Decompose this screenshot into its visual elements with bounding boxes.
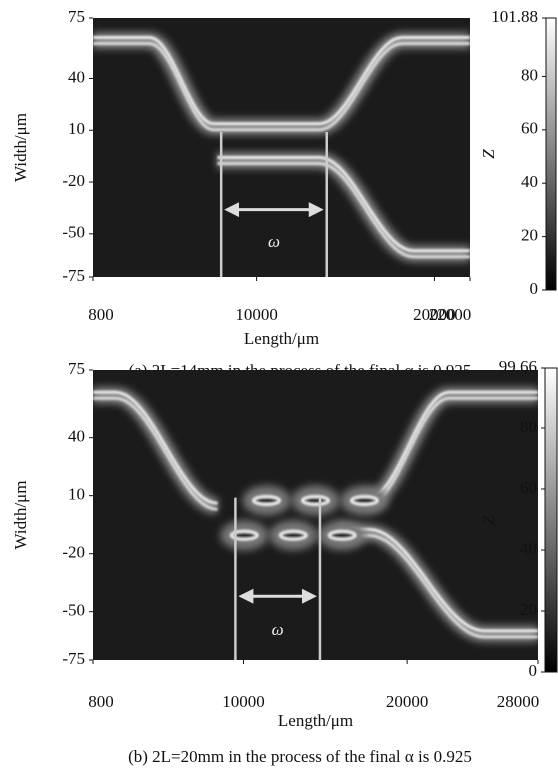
colorbar-label: Z	[479, 515, 498, 525]
colorbar-label: Z	[479, 149, 498, 159]
colorbar	[545, 17, 557, 291]
colorbar	[544, 367, 558, 673]
x-tick-label: 20000	[386, 692, 429, 711]
x-tick-label: 22000	[429, 305, 472, 324]
colorbar-tick-label: 80	[521, 65, 538, 84]
y-tick-label: 40	[68, 427, 85, 446]
waveguide	[217, 156, 470, 253]
coupling-loop	[301, 495, 330, 506]
field-layer	[93, 387, 538, 642]
x-tick-label: 28000	[497, 692, 540, 711]
field-layer	[93, 32, 470, 262]
waveguide	[93, 390, 218, 505]
waveguide	[93, 42, 470, 132]
colorbar-tick-label: 0	[529, 661, 538, 680]
y-tick-label: 10	[68, 119, 85, 138]
colorbar-tick-label: 99.66	[499, 357, 537, 376]
waveguide	[368, 396, 538, 505]
waveguide	[93, 396, 218, 511]
y-axis-label: Width/μm	[11, 113, 30, 182]
colorbar-tick-label: 80	[520, 417, 537, 436]
coupling-loop	[278, 529, 308, 541]
colorbar-tick-label: 20	[520, 600, 537, 619]
y-tick-label: -50	[62, 601, 85, 620]
annotation: ω	[268, 232, 280, 251]
x-axis-label: Length/μm	[244, 329, 319, 348]
waveguide	[368, 390, 538, 499]
x-tick-label: 10000	[222, 692, 265, 711]
colorbar-tick-label: 0	[530, 279, 539, 298]
coupling-loop	[349, 495, 379, 506]
y-axis-label: Width/μm	[11, 481, 30, 550]
colorbar-tick-label: 20	[521, 226, 538, 245]
y-tick-label: 10	[68, 485, 85, 504]
coupling-loop	[327, 529, 357, 541]
y-tick-label: 40	[68, 67, 85, 86]
colorbar-tick-label: 60	[520, 478, 537, 497]
y-tick-label: -20	[62, 171, 85, 190]
x-tick-label: 800	[88, 305, 114, 324]
waveguide	[93, 36, 470, 126]
plot-background	[93, 18, 470, 277]
waveguide-glow	[93, 387, 219, 515]
x-tick-label: 800	[88, 692, 114, 711]
y-tick-label: -75	[62, 649, 85, 668]
coupling-loop	[229, 529, 259, 541]
x-axis-label: Length/μm	[278, 711, 353, 730]
annotation: ω	[272, 620, 284, 639]
colorbar-tick-label: 101.88	[491, 7, 538, 26]
caption: (b) 2L=20mm in the process of the final …	[128, 747, 472, 766]
x-tick-label: 20000	[413, 305, 456, 324]
waveguide-glow	[217, 152, 470, 262]
y-tick-label: -50	[62, 223, 85, 242]
y-tick-label: 75	[68, 7, 85, 26]
waveguide	[217, 162, 470, 259]
y-tick-label: -20	[62, 543, 85, 562]
colorbar-tick-label: 40	[521, 172, 538, 191]
x-tick-label: 10000	[235, 305, 278, 324]
colorbar-tick-label: 40	[520, 539, 537, 558]
y-tick-label: -75	[62, 266, 85, 285]
waveguide-glow	[93, 32, 470, 135]
coupling-loop	[252, 495, 282, 506]
y-tick-label: 75	[68, 359, 85, 378]
colorbar-tick-label: 60	[521, 119, 538, 138]
